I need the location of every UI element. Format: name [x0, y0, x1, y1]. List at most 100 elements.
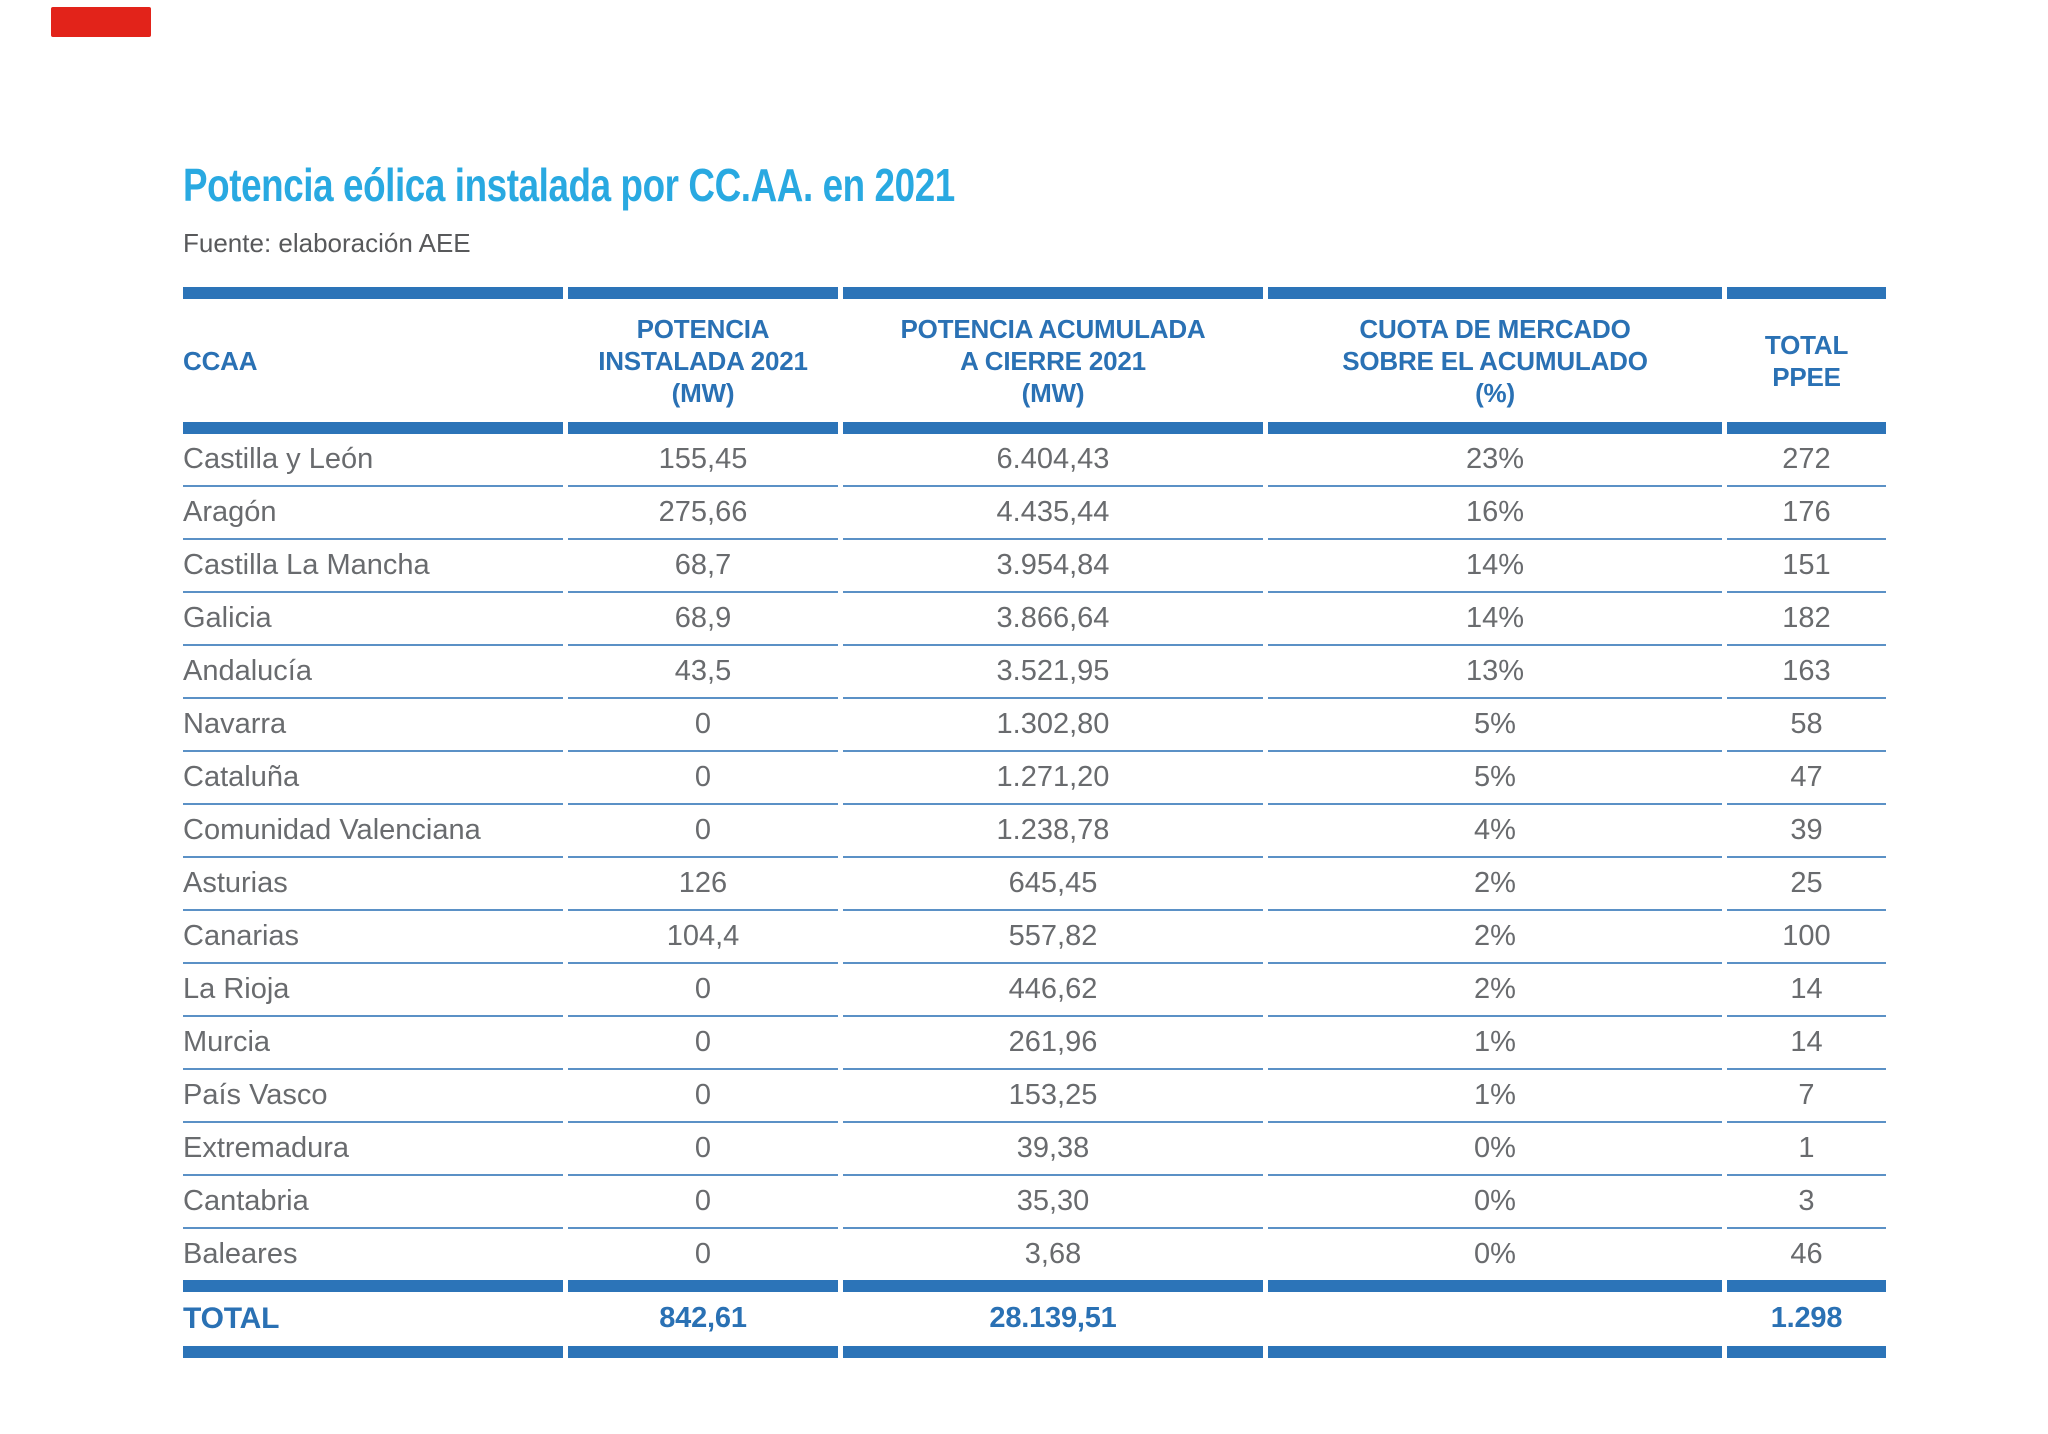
cell-ccaa: Galicia [183, 593, 563, 646]
rule-segment [183, 1279, 563, 1292]
cell-installed: 68,9 [568, 593, 838, 646]
cell-ppee: 182 [1727, 593, 1886, 646]
cell-ccaa: Castilla La Mancha [183, 540, 563, 593]
cell-accumulated: 261,96 [843, 1017, 1263, 1070]
cell-installed: 43,5 [568, 646, 838, 699]
table-row: Canarias 104,4 557,82 2% 100 [183, 911, 1886, 964]
rule-segment [568, 1279, 838, 1292]
total-installed: 842,61 [659, 1302, 747, 1335]
cell-ppee: 3 [1727, 1176, 1886, 1229]
table-row: Navarra 0 1.302,80 5% 58 [183, 699, 1886, 752]
table-row: Asturias 126 645,45 2% 25 [183, 858, 1886, 911]
cell-share: 13% [1268, 646, 1722, 699]
table-row: Comunidad Valenciana 0 1.238,78 4% 39 [183, 805, 1886, 858]
cell-ppee: 1 [1727, 1123, 1886, 1176]
page-title: Potencia eólica instalada por CC.AA. en … [183, 158, 1896, 212]
cell-ccaa: Navarra [183, 699, 563, 752]
rule-segment [843, 1345, 1263, 1358]
cell-ppee: 39 [1727, 805, 1886, 858]
table-row: La Rioja 0 446,62 2% 14 [183, 964, 1886, 1017]
source-note: Fuente: elaboración AEE [183, 228, 471, 258]
cell-share: 1% [1268, 1070, 1722, 1123]
cell-ccaa: Cataluña [183, 752, 563, 805]
rule-segment [1727, 421, 1886, 434]
table-row: Castilla y León 155,45 6.404,43 23% 272 [183, 434, 1886, 487]
cell-installed: 0 [568, 1017, 838, 1070]
wind-power-table: CCAA POTENCIA INSTALADA 2021 (MW) POTENC… [178, 287, 1891, 1358]
cell-ppee: 272 [1727, 434, 1886, 487]
table-bottom-rule [183, 1345, 1886, 1358]
cell-ppee: 47 [1727, 752, 1886, 805]
table-row: Baleares 0 3,68 0% 46 [183, 1229, 1886, 1280]
rule-segment [568, 287, 838, 299]
cell-installed: 0 [568, 1123, 838, 1176]
cell-accumulated: 446,62 [843, 964, 1263, 1017]
rule-segment [1268, 421, 1722, 434]
cell-share: 2% [1268, 911, 1722, 964]
cell-ccaa: Comunidad Valenciana [183, 805, 563, 858]
table-header-rule [183, 421, 1886, 434]
rule-segment [568, 421, 838, 434]
cell-ccaa: Asturias [183, 858, 563, 911]
cell-share: 4% [1268, 805, 1722, 858]
cell-share: 0% [1268, 1123, 1722, 1176]
table-row: Aragón 275,66 4.435,44 16% 176 [183, 487, 1886, 540]
cell-ppee: 163 [1727, 646, 1886, 699]
rule-segment [1727, 287, 1886, 299]
cell-accumulated: 39,38 [843, 1123, 1263, 1176]
cell-ppee: 58 [1727, 699, 1886, 752]
cell-ccaa: Murcia [183, 1017, 563, 1070]
total-row: TOTAL 842,61 28.139,51 1.298 [183, 1292, 1886, 1346]
cell-share: 2% [1268, 858, 1722, 911]
cell-accumulated: 1.302,80 [843, 699, 1263, 752]
table-row: País Vasco 0 153,25 1% 7 [183, 1070, 1886, 1123]
cell-ccaa: País Vasco [183, 1070, 563, 1123]
cell-share: 5% [1268, 752, 1722, 805]
table-row: Cataluña 0 1.271,20 5% 47 [183, 752, 1886, 805]
cell-share: 14% [1268, 593, 1722, 646]
cell-share: 14% [1268, 540, 1722, 593]
cell-accumulated: 4.435,44 [843, 487, 1263, 540]
cell-ppee: 100 [1727, 911, 1886, 964]
cell-share: 0% [1268, 1176, 1722, 1229]
table-body: Castilla y León 155,45 6.404,43 23% 272 … [183, 434, 1886, 1280]
rule-segment [1268, 287, 1722, 299]
column-header-share: CUOTA DE MERCADO SOBRE EL ACUMULADO (%) [1342, 314, 1648, 409]
cell-accumulated: 6.404,43 [843, 434, 1263, 487]
rule-segment [1727, 1345, 1886, 1358]
cell-installed: 0 [568, 752, 838, 805]
cell-share: 0% [1474, 1237, 1516, 1270]
cell-ccaa: Cantabria [183, 1176, 563, 1229]
column-header-total-ppee: TOTAL PPEE [1764, 330, 1849, 393]
cell-accumulated: 153,25 [843, 1070, 1263, 1123]
cell-share: 16% [1268, 487, 1722, 540]
cell-installed: 155,45 [568, 434, 838, 487]
total-label: TOTAL [183, 1301, 280, 1335]
cell-accumulated: 557,82 [843, 911, 1263, 964]
total-accumulated: 28.139,51 [989, 1302, 1117, 1335]
rule-segment [1268, 1345, 1722, 1358]
table-row: Murcia 0 261,96 1% 14 [183, 1017, 1886, 1070]
cell-installed: 275,66 [568, 487, 838, 540]
cell-accumulated: 35,30 [843, 1176, 1263, 1229]
cell-accumulated: 3.954,84 [843, 540, 1263, 593]
rule-segment [843, 287, 1263, 299]
cell-ccaa: La Rioja [183, 964, 563, 1017]
cell-share: 23% [1268, 434, 1722, 487]
cell-ccaa: Andalucía [183, 646, 563, 699]
rule-segment [1727, 1279, 1886, 1292]
rule-segment [183, 421, 563, 434]
table-row: Cantabria 0 35,30 0% 3 [183, 1176, 1886, 1229]
rule-segment [568, 1345, 838, 1358]
cell-ppee: 46 [1790, 1237, 1823, 1270]
cell-share: 1% [1268, 1017, 1722, 1070]
cell-share: 2% [1268, 964, 1722, 1017]
cell-accumulated: 1.271,20 [843, 752, 1263, 805]
total-share [1268, 1292, 1722, 1346]
cell-ppee: 151 [1727, 540, 1886, 593]
rule-segment [1268, 1279, 1722, 1292]
cell-accumulated: 3.866,64 [843, 593, 1263, 646]
table-row: Castilla La Mancha 68,7 3.954,84 14% 151 [183, 540, 1886, 593]
cell-ppee: 14 [1727, 964, 1886, 1017]
cell-ccaa: Canarias [183, 911, 563, 964]
